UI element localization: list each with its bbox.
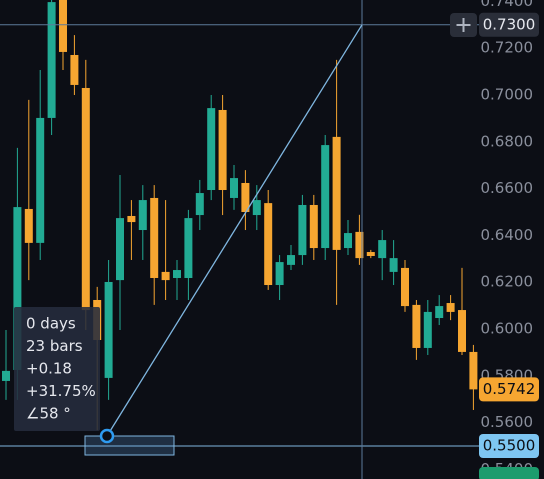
candle-body: [252, 200, 261, 216]
candle-body: [423, 311, 432, 348]
measure-text: 0 days: [26, 315, 76, 333]
measure-range: [84, 435, 175, 456]
y-tick-label: 0.6200: [481, 273, 534, 291]
candle-body: [184, 218, 193, 278]
candle-body: [435, 306, 444, 319]
candle-body: [104, 281, 113, 378]
candle-body: [36, 117, 45, 243]
candle-body: [412, 304, 421, 348]
candle-body: [116, 218, 124, 281]
candle-body: [47, 2, 56, 118]
candle-body: [264, 203, 273, 286]
y-tick-label: 0.6800: [481, 132, 534, 150]
y-tick-label: 0.7200: [481, 39, 534, 57]
y-tick-label: 0.6000: [481, 320, 534, 338]
price-tag: [479, 434, 539, 459]
candle-body: [298, 204, 307, 256]
measure-text: +0.18: [26, 360, 72, 378]
candle-body: [366, 252, 375, 256]
price-tag-label: 0.7300: [483, 15, 536, 33]
candle-body: [241, 182, 250, 213]
candle-body: [458, 310, 466, 352]
candle-body: [344, 233, 352, 249]
y-tick-label: 0.7400: [481, 0, 534, 10]
candle-body: [389, 258, 398, 272]
y-tick-label: 0.6600: [481, 179, 534, 197]
candle-body: [469, 351, 478, 390]
candle-body: [378, 240, 387, 259]
add-icon: [456, 18, 471, 32]
y-tick-label: 0.6400: [481, 226, 534, 244]
candle-body: [230, 178, 238, 198]
measure-text: +31.75%: [26, 382, 96, 400]
candle-body: [2, 370, 10, 381]
candle-body: [195, 193, 204, 216]
trend-line: [106, 24, 363, 437]
candle-body: [321, 145, 330, 249]
measure-text: ∠58 °: [26, 405, 71, 423]
candle-body: [59, 0, 67, 52]
anchor-point: [99, 428, 115, 444]
candle-body: [24, 208, 33, 243]
candle-body: [401, 267, 409, 307]
candle-body: [275, 262, 284, 286]
price-tag: [479, 12, 539, 37]
candle-body: [355, 231, 364, 259]
candle-body: [173, 270, 181, 278]
y-tick-label: 0.5600: [481, 413, 534, 431]
candle-body: [446, 303, 455, 312]
price-tag-label: 0.5742: [483, 380, 536, 398]
candle-body: [70, 54, 79, 85]
candle-body: [150, 197, 159, 278]
y-tick-label: 0.7000: [481, 86, 534, 104]
candle-body: [13, 207, 22, 370]
candle-body: [218, 109, 227, 191]
candle-body: [309, 204, 318, 249]
candle-body: [81, 87, 90, 311]
candle-body: [332, 136, 341, 250]
price-tag: [479, 377, 539, 402]
candle-body: [138, 200, 147, 231]
price-tag-label: 0.5500: [483, 437, 536, 455]
candle-body: [127, 215, 136, 223]
candle-body: [161, 271, 170, 281]
candle-body: [207, 108, 216, 191]
price-tag-bottom: [479, 467, 539, 479]
measure-box: [14, 307, 100, 431]
measure-text: 23 bars: [26, 337, 83, 355]
candle-body: [287, 255, 295, 265]
